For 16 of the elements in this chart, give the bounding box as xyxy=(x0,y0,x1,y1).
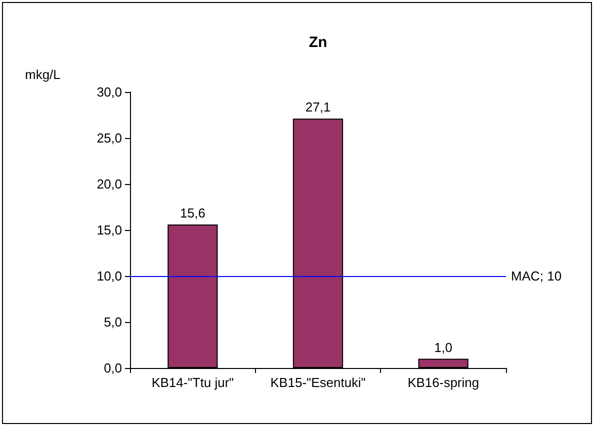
y-tick-label: 20,0 xyxy=(96,176,122,192)
x-tick-label: KB14-"Ttu jur" xyxy=(152,375,234,390)
ref-line-label: MAC; 10 xyxy=(511,268,562,284)
y-tick-label: 15,0 xyxy=(96,222,122,238)
data-label: 1,0 xyxy=(434,340,452,355)
y-tick-label: 5,0 xyxy=(104,314,122,330)
y-tick-label: 10,0 xyxy=(96,268,122,284)
x-tick-label: KB16-spring xyxy=(408,375,480,390)
y-tick-label: 30,0 xyxy=(96,84,122,100)
data-label: 15,6 xyxy=(180,205,206,220)
data-label: 27,1 xyxy=(305,100,331,115)
y-tick-label: 25,0 xyxy=(96,130,122,146)
x-tick-label: KB15-"Esentuki" xyxy=(270,375,366,390)
y-tick-label: 0,0 xyxy=(104,360,122,376)
y-axis-title: mkg/L xyxy=(25,67,60,82)
chart-title: Zn xyxy=(308,34,328,51)
